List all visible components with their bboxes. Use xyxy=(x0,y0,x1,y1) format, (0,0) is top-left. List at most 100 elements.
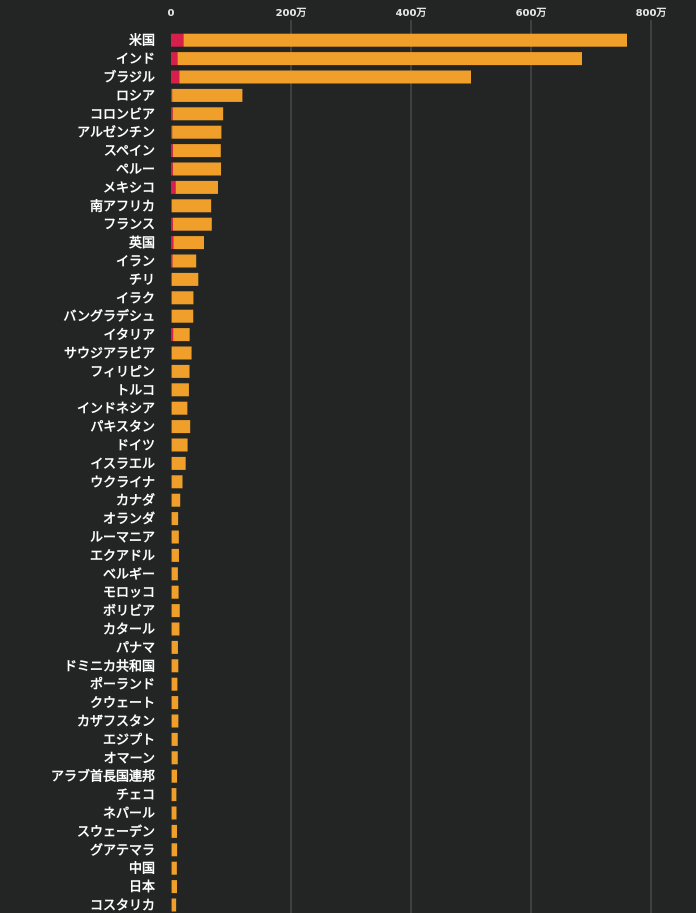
bar-deaths-segment xyxy=(171,456,172,470)
bar-deaths-segment xyxy=(171,548,172,562)
bar-deaths-segment xyxy=(171,346,172,360)
bar-deaths-segment xyxy=(171,217,173,231)
bar-cases-segment xyxy=(172,438,188,452)
bar-deaths-segment xyxy=(171,144,173,158)
bar-deaths-segment xyxy=(171,401,172,415)
bar-deaths-segment xyxy=(171,567,172,581)
country-label: 米国 xyxy=(129,33,155,49)
country-label: サウジアラビア xyxy=(64,346,155,362)
country-label: 日本 xyxy=(129,879,155,895)
bar-cases-segment xyxy=(172,107,224,121)
x-tick-label: 400万 xyxy=(396,7,427,19)
bar-cases-segment xyxy=(172,824,177,838)
country-label: ブラジル xyxy=(103,70,155,86)
country-label: ドイツ xyxy=(116,439,155,454)
country-label: カザフスタン xyxy=(77,715,155,730)
bar-deaths-segment xyxy=(171,622,172,636)
bar-deaths-segment xyxy=(171,751,172,765)
bar-cases-segment xyxy=(172,732,178,746)
bar-cases-segment xyxy=(172,199,212,213)
country-label: ペルー xyxy=(116,163,155,178)
bar-deaths-segment xyxy=(171,383,172,397)
country-label: オマーン xyxy=(104,751,155,766)
bar-cases-segment xyxy=(172,493,181,507)
bar-deaths-segment xyxy=(171,364,172,378)
country-label: バングラデシュ xyxy=(63,309,155,325)
bar-cases-segment xyxy=(172,456,186,470)
bar-cases-segment xyxy=(172,420,191,434)
bar-cases-segment xyxy=(172,788,177,802)
x-tick-label: 800万 xyxy=(636,7,667,19)
country-label: ウクライナ xyxy=(90,475,155,490)
bar-cases-segment xyxy=(172,898,177,912)
bar-deaths-segment xyxy=(171,309,172,323)
bar-deaths-segment xyxy=(171,769,172,783)
bar-cases-segment xyxy=(172,401,188,415)
country-label: ロシア xyxy=(116,89,155,104)
country-label: スペイン xyxy=(104,144,155,159)
bar-cases-segment xyxy=(172,254,197,268)
bar-cases-segment xyxy=(172,640,178,654)
country-label: ドミニカ共和国 xyxy=(64,658,155,674)
country-label: モロッコ xyxy=(103,586,155,601)
bar-deaths-segment xyxy=(171,162,173,176)
x-tick-label: 0 xyxy=(168,8,175,19)
bar-cases-segment xyxy=(172,677,178,691)
bar-cases-segment xyxy=(179,70,471,84)
bar-deaths-segment xyxy=(171,180,176,194)
country-label: ボリビア xyxy=(103,603,155,619)
bar-cases-segment xyxy=(172,88,243,102)
bar-deaths-segment xyxy=(171,843,172,857)
bar-cases-segment xyxy=(173,236,204,250)
bar-cases-segment xyxy=(175,180,218,194)
country-label: 南アフリカ xyxy=(90,198,155,214)
bar-cases-segment xyxy=(172,861,177,875)
country-label: クウェート xyxy=(90,696,155,711)
bar-deaths-segment xyxy=(171,824,172,838)
bar-cases-segment xyxy=(172,530,179,544)
country-label: エクアドル xyxy=(90,549,155,564)
bar-deaths-segment xyxy=(171,291,172,305)
bar-cases-segment xyxy=(172,125,222,139)
bar-cases-segment xyxy=(172,309,194,323)
country-label: イスラエル xyxy=(90,457,155,472)
x-tick-label: 600万 xyxy=(516,7,547,19)
bar-deaths-segment xyxy=(171,640,172,654)
bar-cases-segment xyxy=(172,843,178,857)
bar-cases-segment xyxy=(172,383,189,397)
bar-deaths-segment xyxy=(171,88,173,102)
country-label: ポーランド xyxy=(90,677,155,693)
bar-deaths-segment xyxy=(171,236,174,250)
bar-deaths-segment xyxy=(171,107,173,121)
bar-deaths-segment xyxy=(171,806,172,820)
bar-deaths-segment xyxy=(171,272,172,286)
country-label: パナマ xyxy=(116,641,155,656)
bar-deaths-segment xyxy=(171,70,180,84)
bar-cases-segment xyxy=(177,52,582,66)
bar-cases-segment xyxy=(172,659,179,673)
bar-deaths-segment xyxy=(171,788,172,802)
country-label: コロンビア xyxy=(90,106,155,122)
country-label: グアテマラ xyxy=(90,842,155,858)
bar-cases-segment xyxy=(172,162,222,176)
country-label: エジプト xyxy=(103,733,155,748)
bar-cases-segment xyxy=(172,364,190,378)
country-label: イラン xyxy=(116,255,155,270)
bar-cases-segment xyxy=(172,604,180,618)
bar-deaths-segment xyxy=(171,696,172,710)
country-label: チリ xyxy=(129,273,155,288)
country-label: ネパール xyxy=(103,807,155,822)
bar-cases-segment xyxy=(172,217,212,231)
bar-deaths-segment xyxy=(171,898,172,912)
bar-deaths-segment xyxy=(171,33,184,47)
bar-cases-segment xyxy=(172,769,178,783)
bar-cases-segment xyxy=(172,751,178,765)
bar-deaths-segment xyxy=(171,677,172,691)
country-label: チェコ xyxy=(116,788,155,803)
bar-cases-segment xyxy=(172,696,179,710)
bar-deaths-segment xyxy=(171,512,172,526)
bar-cases-segment xyxy=(172,585,179,599)
bar-cases-segment xyxy=(172,567,178,581)
bar-cases-segment xyxy=(172,548,179,562)
